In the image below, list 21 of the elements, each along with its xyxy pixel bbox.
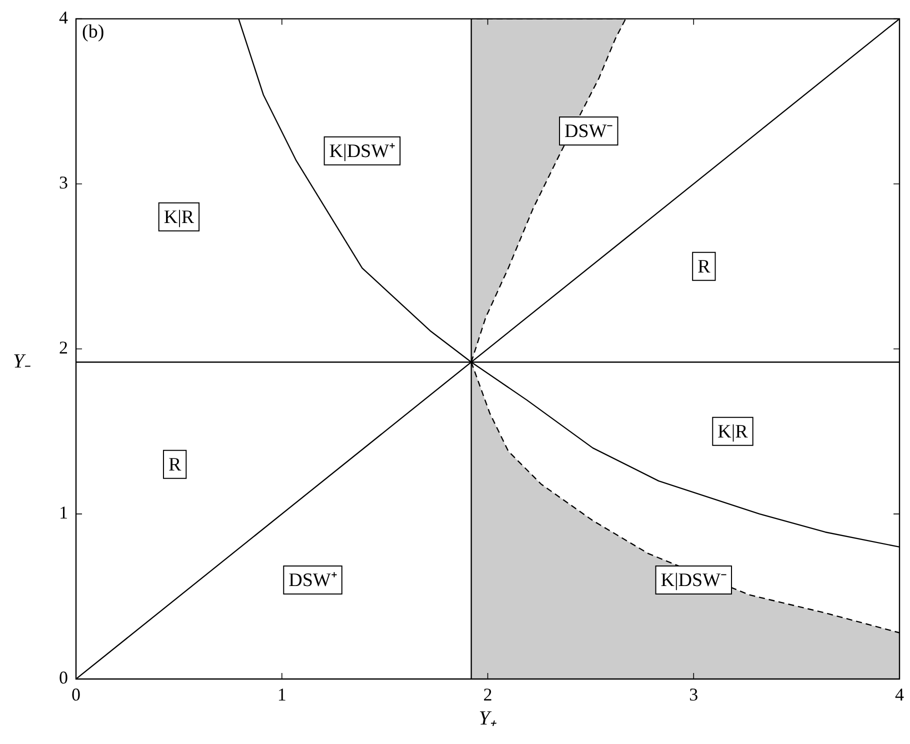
annotation: K|R <box>164 206 194 228</box>
y-axis-title: Y₋ <box>12 350 32 372</box>
annotation: K|R <box>718 421 748 442</box>
annotation: R <box>168 454 182 476</box>
annotation: (b) <box>82 21 104 42</box>
annotation: K|DSW⁻ <box>660 570 726 591</box>
x-tick-label: 0 <box>72 684 80 705</box>
annotation: R <box>698 256 711 278</box>
y-tick-label: 2 <box>59 338 68 358</box>
y-tick-label: 4 <box>59 8 68 28</box>
annotation: DSW⁻ <box>564 121 613 142</box>
x-tick-label: 1 <box>277 684 286 705</box>
annotation: K|DSW⁺ <box>329 140 396 162</box>
x-tick-label: 2 <box>483 684 492 705</box>
x-tick-label: 3 <box>689 684 698 705</box>
y-tick-label: 0 <box>59 668 68 688</box>
annotation: DSW⁺ <box>288 570 337 591</box>
y-tick-label: 3 <box>59 172 68 193</box>
y-tick-label: 1 <box>59 502 68 523</box>
x-tick-label: 4 <box>895 684 904 705</box>
x-axis-title: Y₊ <box>478 707 497 730</box>
